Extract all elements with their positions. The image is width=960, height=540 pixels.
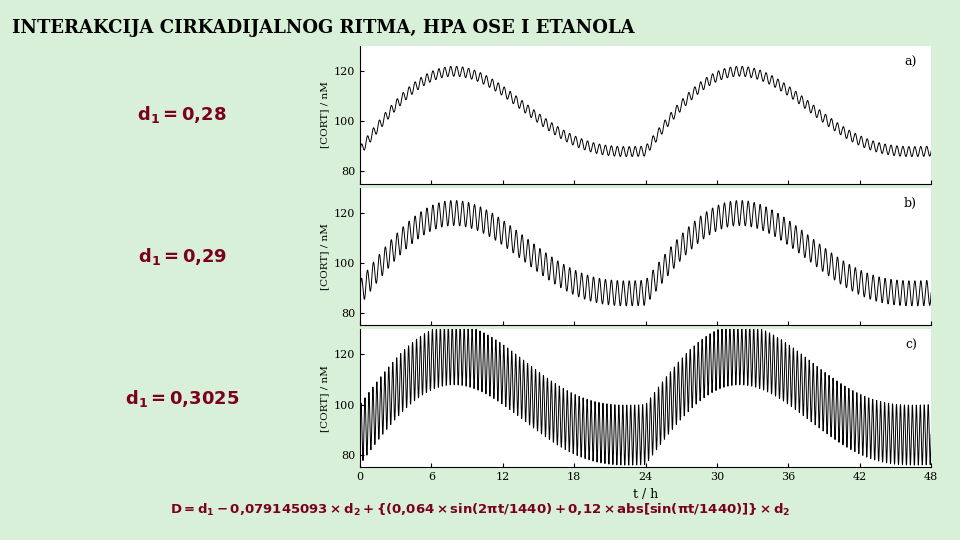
- Text: $\mathbf{D = d_1 - 0{,}079145093 \times d_2 + \{(0{,}064 \times sin(2\pi t/1440): $\mathbf{D = d_1 - 0{,}079145093 \times …: [170, 502, 790, 518]
- Text: $\mathbf{d_1 = 0{,}28}$: $\mathbf{d_1 = 0{,}28}$: [137, 104, 228, 125]
- Y-axis label: [CORT] / nM: [CORT] / nM: [321, 223, 329, 290]
- Text: $\mathbf{d_1 = 0{,}3025}$: $\mathbf{d_1 = 0{,}3025}$: [125, 388, 240, 409]
- Text: a): a): [904, 56, 917, 69]
- Text: c): c): [905, 339, 917, 352]
- Text: INTERAKCIJA CIRKADIJALNOG RITMA, HPA OSE I ETANOLA: INTERAKCIJA CIRKADIJALNOG RITMA, HPA OSE…: [12, 19, 635, 37]
- Text: $\mathbf{d_1 = 0{,}29}$: $\mathbf{d_1 = 0{,}29}$: [138, 246, 227, 267]
- Y-axis label: [CORT] / nM: [CORT] / nM: [321, 365, 329, 431]
- Y-axis label: [CORT] / nM: [CORT] / nM: [321, 82, 329, 148]
- X-axis label: t / h: t / h: [633, 488, 659, 501]
- Text: b): b): [904, 197, 917, 210]
